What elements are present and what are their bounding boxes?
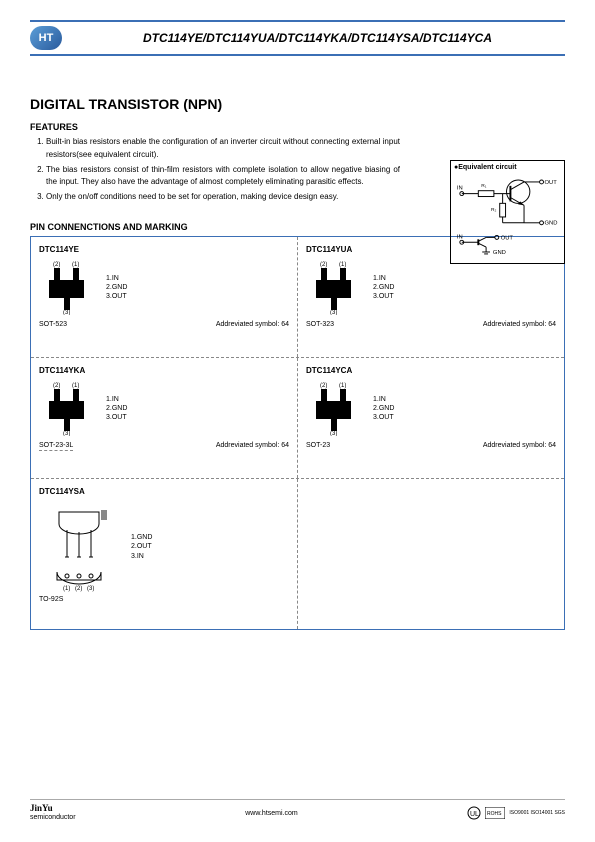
svg-text:(3): (3) bbox=[330, 431, 337, 436]
svg-text:GND: GND bbox=[544, 221, 557, 227]
svg-text:R₁: R₁ bbox=[481, 183, 487, 189]
package-icon: (2) (1) (3) bbox=[39, 260, 94, 315]
part-name: DTC114YE bbox=[39, 245, 289, 254]
footer-brand: JinYu semiconductor bbox=[30, 804, 76, 822]
feature-item: Only the on/off conditions need to be se… bbox=[46, 191, 400, 204]
package-type: SOT-23 bbox=[306, 442, 330, 449]
footer-url: www.htsemi.com bbox=[76, 810, 468, 817]
variant-cell-yka: DTC114YKA (2) (1) (3) 1.IN 2.GND 3 bbox=[31, 358, 297, 478]
eq-circuit-title: ●Equivalent circuit bbox=[454, 164, 561, 171]
rohs-icon: ROHS bbox=[485, 807, 505, 819]
package-icon-to92: (1) (2) (3) bbox=[39, 502, 119, 592]
package-icon: (2) (1) (3) bbox=[306, 260, 361, 315]
cert-text: ISO9001 ISO14001 SGS bbox=[509, 810, 565, 816]
variant-cell-ye: DTC114YE (2) (1) (3) 1.IN 2.GND 3. bbox=[31, 237, 297, 357]
package-icon: (2) (1) (3) bbox=[39, 381, 94, 436]
svg-text:(3): (3) bbox=[87, 586, 94, 592]
part-name: DTC114YUA bbox=[306, 245, 556, 254]
part-name: DTC114YKA bbox=[39, 366, 289, 375]
svg-text:(3): (3) bbox=[330, 310, 337, 315]
svg-text:R₂: R₂ bbox=[491, 207, 497, 213]
feature-item: The bias resistors consist of thin-film … bbox=[46, 164, 400, 190]
package-type: SOT-523 bbox=[39, 321, 67, 328]
svg-text:(1): (1) bbox=[63, 586, 70, 592]
svg-text:OUT: OUT bbox=[544, 180, 557, 186]
package-type: SOT-323 bbox=[306, 321, 334, 328]
abbr-symbol: Addreviated symbol: 64 bbox=[216, 442, 289, 449]
svg-text:(1): (1) bbox=[339, 262, 346, 268]
eq-in-label: IN bbox=[457, 186, 463, 192]
svg-text:(3): (3) bbox=[63, 310, 70, 315]
pin-labels: 1.IN 2.GND 3.OUT bbox=[373, 395, 394, 422]
svg-text:(2): (2) bbox=[53, 262, 60, 268]
features-list: Built-in bias resistors enable the confi… bbox=[30, 136, 400, 204]
feature-item: Built-in bias resistors enable the confi… bbox=[46, 136, 400, 162]
logo-text: HT bbox=[39, 32, 54, 44]
variant-cell-empty bbox=[297, 479, 564, 629]
pin-table: DTC114YE (2) (1) (3) 1.IN 2.GND 3. bbox=[30, 236, 565, 630]
package-icon: (2) (1) (3) bbox=[306, 381, 361, 436]
package-type: TO-92S bbox=[39, 596, 289, 603]
svg-text:(2): (2) bbox=[320, 383, 327, 389]
main-title: DIGITAL TRANSISTOR (NPN) bbox=[30, 96, 565, 112]
logo: HT bbox=[30, 26, 62, 50]
svg-text:(2): (2) bbox=[320, 262, 327, 268]
abbr-symbol: Addreviated symbol: 64 bbox=[216, 321, 289, 328]
part-name: DTC114YCA bbox=[306, 366, 556, 375]
svg-text:(1): (1) bbox=[72, 383, 79, 389]
header-title: DTC114YE/DTC114YUA/DTC114YKA/DTC114YSA/D… bbox=[70, 31, 565, 45]
features-title: FEATURES bbox=[30, 122, 565, 132]
svg-text:(3): (3) bbox=[63, 431, 70, 436]
variant-cell-ysa: DTC114YSA (1 bbox=[31, 479, 297, 629]
svg-text:(1): (1) bbox=[72, 262, 79, 268]
header-bar: HT DTC114YE/DTC114YUA/DTC114YKA/DTC114YS… bbox=[30, 20, 565, 56]
svg-text:(2): (2) bbox=[53, 383, 60, 389]
svg-text:UL: UL bbox=[470, 811, 479, 818]
variant-cell-yua: DTC114YUA (2) (1) (3) 1.IN 2.GND 3 bbox=[297, 237, 564, 357]
ul-icon: UL bbox=[467, 806, 481, 820]
footer: JinYu semiconductor www.htsemi.com UL RO… bbox=[30, 799, 565, 822]
abbr-symbol: Addreviated symbol: 64 bbox=[483, 321, 556, 328]
pin-labels: 1.IN 2.GND 3.OUT bbox=[373, 274, 394, 301]
package-type: SOT-23-3L bbox=[39, 442, 73, 451]
svg-text:(2): (2) bbox=[75, 586, 82, 592]
svg-text:(1): (1) bbox=[339, 383, 346, 389]
footer-certs: UL ROHS ISO9001 ISO14001 SGS bbox=[467, 806, 565, 820]
abbr-symbol: Addreviated symbol: 64 bbox=[483, 442, 556, 449]
pin-labels: 1.GND 2.OUT 3.IN bbox=[131, 533, 152, 560]
pin-labels: 1.IN 2.GND 3.OUT bbox=[106, 274, 127, 301]
svg-text:ROHS: ROHS bbox=[487, 811, 502, 817]
part-name: DTC114YSA bbox=[39, 487, 289, 496]
variant-cell-yca: DTC114YCA (2) (1) (3) 1.IN 2.GND 3 bbox=[297, 358, 564, 478]
pin-labels: 1.IN 2.GND 3.OUT bbox=[106, 395, 127, 422]
